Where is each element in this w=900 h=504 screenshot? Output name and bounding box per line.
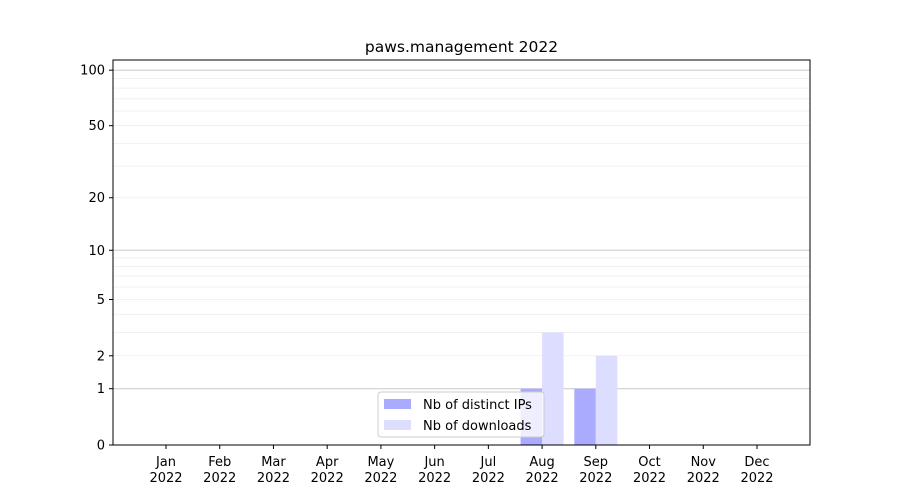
x-tick-label-month: Mar [261,455,286,470]
x-tick-label-month: Jan [155,455,176,470]
x-tick-label-year: 2022 [472,471,505,486]
bar-downloads [542,332,564,445]
y-tick-label: 10 [88,244,105,259]
bar-downloads [595,355,618,445]
legend: Nb of distinct IPs Nb of downloads [377,391,545,438]
x-tick-label-month: Feb [208,455,231,470]
x-tick-label-year: 2022 [526,471,559,486]
y-tick-label: 0 [97,439,105,454]
y-tick-label: 100 [80,64,105,79]
chart-title: paws.management 2022 [365,38,558,56]
y-tick-label: 50 [88,119,105,134]
x-tick-label-month: Apr [316,455,339,470]
legend-label-ips: Nb of distinct IPs [423,398,532,413]
legend-label-downloads: Nb of downloads [423,419,532,434]
legend-swatch-downloads [384,420,411,430]
x-tick-label-month: May [367,455,394,470]
x-tick-label-month: Jun [423,455,444,470]
x-tick-label-year: 2022 [257,471,290,486]
y-tick-label: 1 [97,382,105,397]
x-tick-label-month: Oct [638,455,660,470]
x-tick-label-year: 2022 [418,471,451,486]
legend-frame [377,391,545,438]
x-tick-label-month: Aug [529,455,554,470]
legend-swatch-ips [384,399,411,409]
x-tick-label-year: 2022 [579,471,612,486]
x-tick-label-year: 2022 [149,471,182,486]
x-tick-label-year: 2022 [740,471,773,486]
x-tick-label-month: Jul [480,455,497,470]
bar-distinct-ips [574,388,596,445]
x-tick-label-month: Dec [744,455,769,470]
x-tick-label-year: 2022 [203,471,236,486]
y-tick-label: 20 [88,191,105,206]
x-tick-label-year: 2022 [687,471,720,486]
x-tick-label-month: Nov [691,455,717,470]
x-tick-label-month: Sep [584,455,609,470]
y-tick-label: 5 [97,293,105,308]
x-tick-label-year: 2022 [364,471,397,486]
x-tick-label-year: 2022 [311,471,344,486]
x-tick-label-year: 2022 [633,471,666,486]
plot-frame [112,59,811,446]
y-tick-label: 2 [97,349,105,364]
